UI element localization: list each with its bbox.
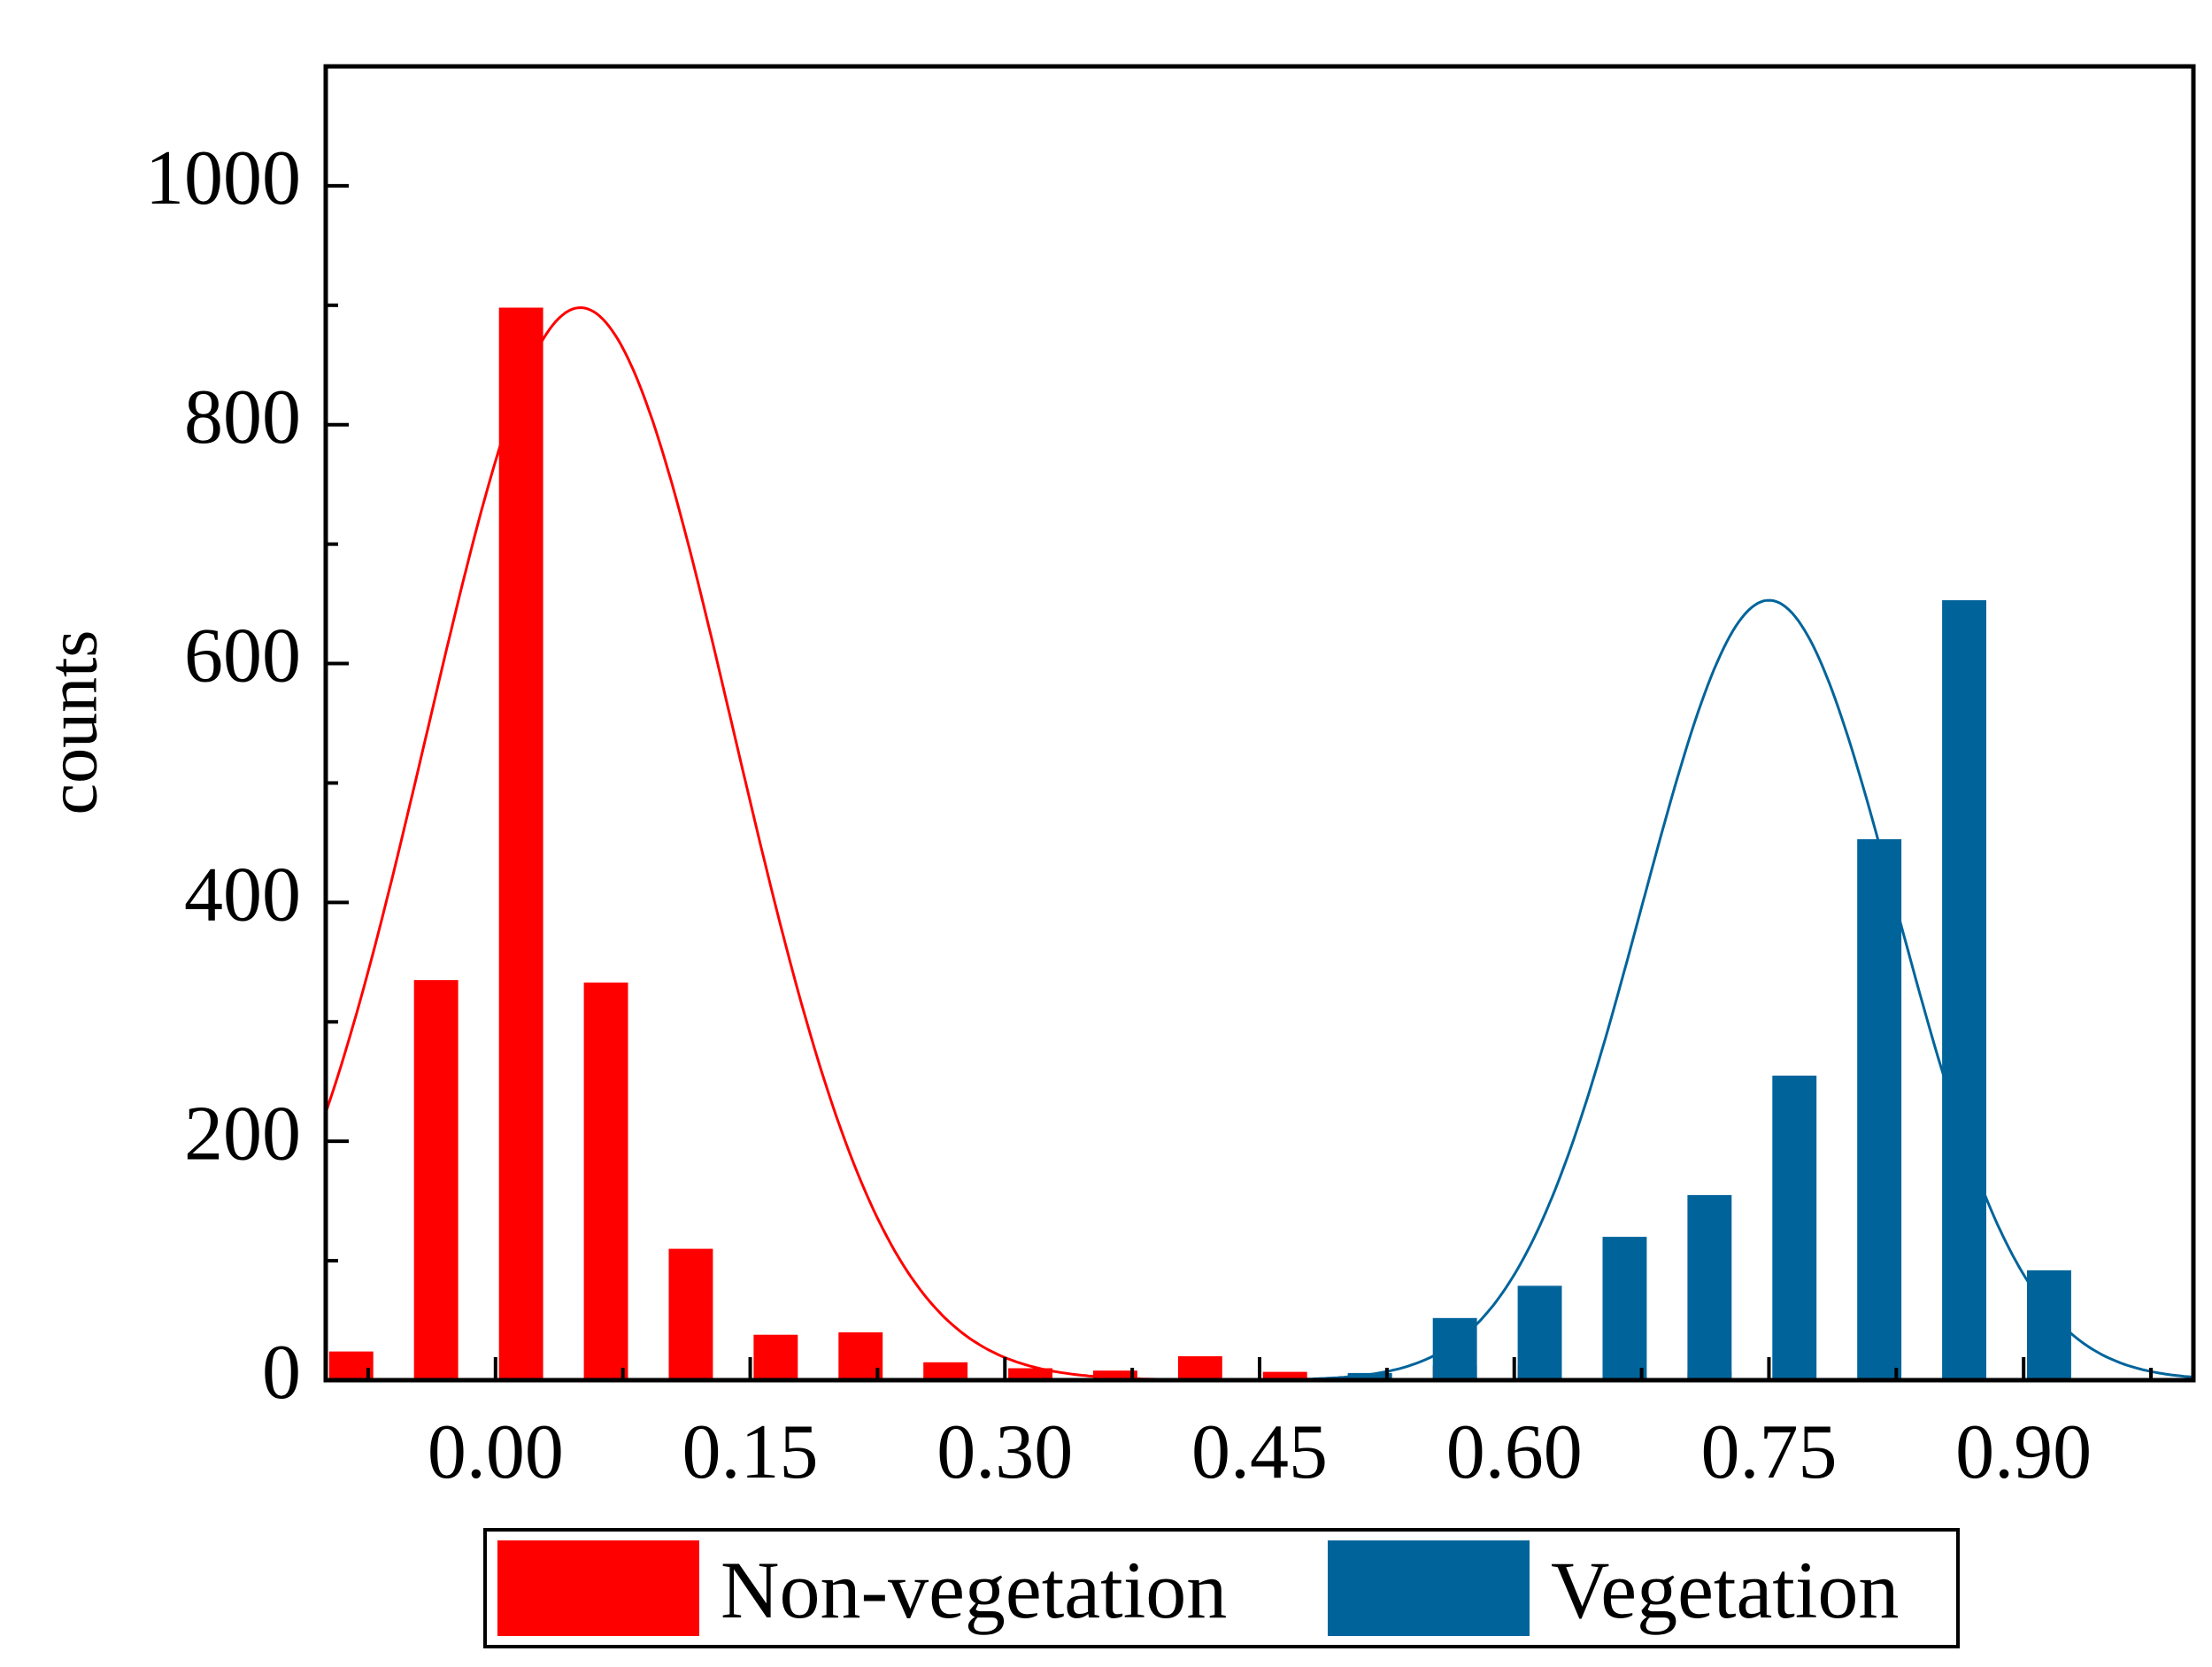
legend-label-vegetation: Vegetation [1551, 1545, 1899, 1635]
bar-non-vegetation [1093, 1370, 1137, 1380]
bar-non-vegetation [583, 982, 628, 1380]
bar-non-vegetation [1262, 1371, 1307, 1380]
x-tick-label: 0.00 [428, 1409, 564, 1495]
y-tick-label: 400 [184, 853, 301, 938]
bar-vegetation [1347, 1372, 1392, 1380]
y-axis-title: counts [34, 630, 112, 815]
axis-ticks: 0 200 400 600 800 1000 0.00 0.15 0.30 0.45 0.60 0.7… [145, 65, 2154, 1495]
x-tick-label: 0.30 [936, 1409, 1073, 1495]
y-tick-label: 1000 [145, 135, 301, 221]
x-tick-label: 0.15 [682, 1409, 819, 1495]
y-tick-label: 200 [184, 1091, 301, 1177]
bar-non-vegetation [328, 1351, 374, 1380]
bar-vegetation [1687, 1194, 1732, 1380]
legend-box [483, 1528, 1960, 1648]
y-tick-label: 800 [184, 374, 301, 460]
bar-non-vegetation [1008, 1368, 1052, 1380]
bar-vegetation [1602, 1237, 1647, 1380]
legend-label-non-vegetation: Non-vegetation [721, 1545, 1227, 1635]
legend: Non-vegetation Vegetation [483, 1528, 1960, 1648]
y-tick-label: 0 [262, 1330, 301, 1416]
bar-vegetation [1772, 1076, 1817, 1380]
bar-vegetation [1942, 600, 1986, 1380]
bar-non-vegetation [838, 1332, 883, 1380]
bar-vegetation [2027, 1270, 2071, 1380]
bar-non-vegetation [923, 1362, 968, 1380]
x-tick-label: 0.45 [1191, 1409, 1328, 1495]
x-tick-label: 0.75 [1700, 1409, 1837, 1495]
legend-swatch-non-vegetation [497, 1540, 699, 1636]
bar-non-vegetation [668, 1248, 713, 1380]
bar-vegetation [1432, 1317, 1477, 1380]
x-tick-label: 0.60 [1446, 1409, 1583, 1495]
bar-non-vegetation [753, 1334, 798, 1380]
bar-vegetation [1517, 1285, 1562, 1380]
bar-non-vegetation [1177, 1356, 1222, 1380]
bars [328, 307, 2071, 1380]
x-tick-label: 0.90 [1955, 1409, 2092, 1495]
bar-non-vegetation [498, 307, 543, 1380]
bar-non-vegetation [413, 980, 459, 1380]
bar-vegetation [1857, 838, 1902, 1380]
y-tick-label: 600 [184, 614, 301, 699]
legend-swatch-vegetation [1328, 1540, 1530, 1636]
